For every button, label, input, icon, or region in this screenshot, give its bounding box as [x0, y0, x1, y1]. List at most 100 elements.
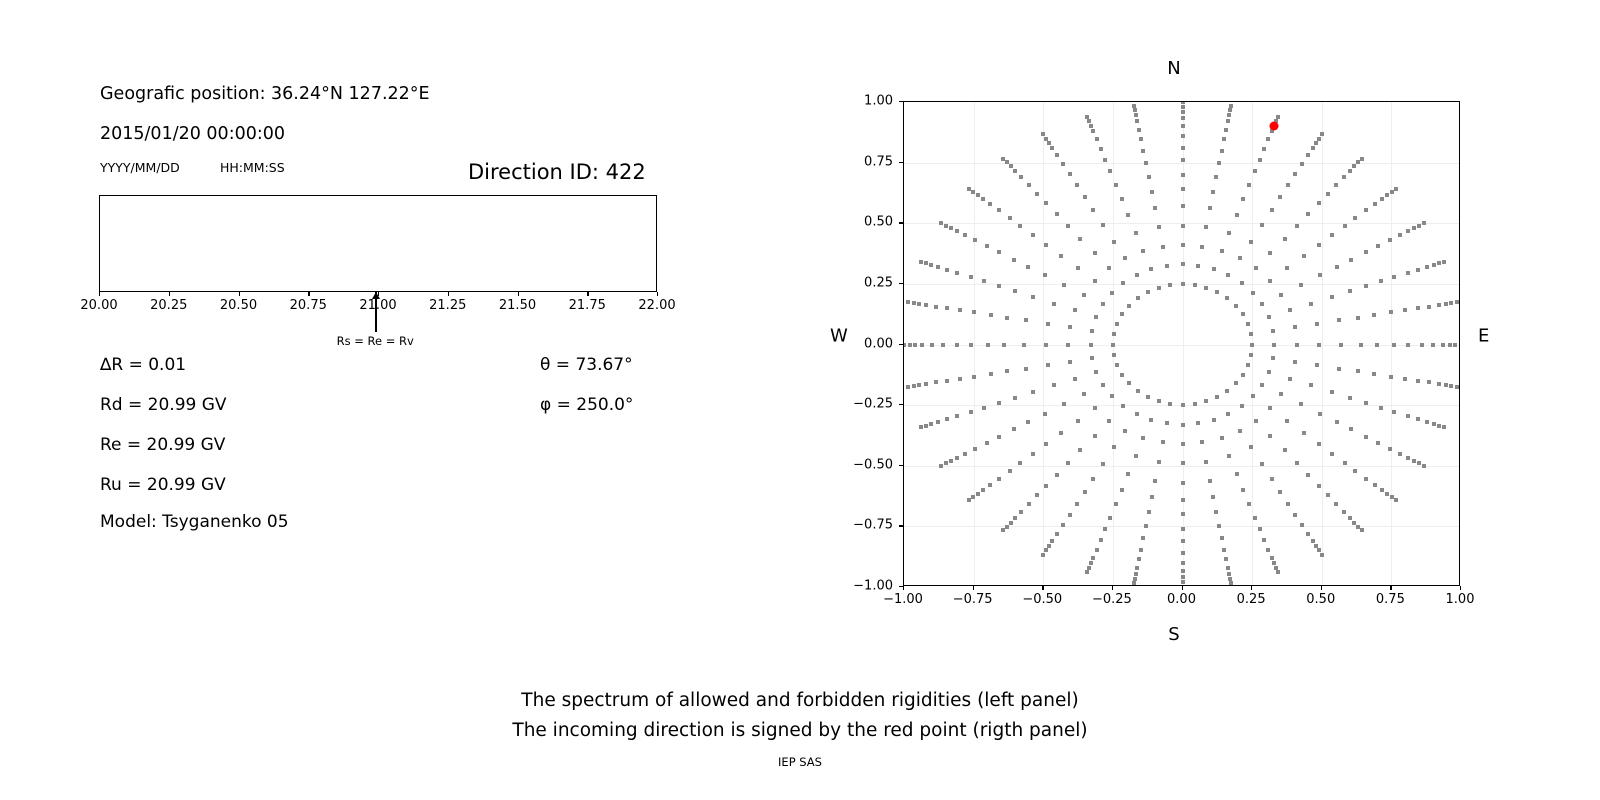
- direction-plot-x-tick-label: −0.25: [1091, 592, 1132, 607]
- direction-sample-dot: [1089, 328, 1094, 333]
- direction-sample-dot: [1431, 262, 1436, 267]
- direction-plot-y-tick: [899, 343, 903, 345]
- direction-sample-dot: [1094, 369, 1099, 374]
- direction-sample-dot: [1058, 431, 1063, 436]
- direction-sample-dot: [1180, 204, 1185, 209]
- direction-sample-dot: [1358, 342, 1363, 347]
- direction-plot-x-axis: −1.00 −0.75 −0.50 −0.25 0.00 0.25 0.50 0.75 1.00: [883, 586, 1474, 626]
- direction-sample-dot: [1355, 524, 1360, 529]
- incoming-direction-marker: [1269, 121, 1279, 131]
- direction-sample-dot: [1019, 509, 1024, 514]
- direction-sample-dot: [1436, 261, 1441, 266]
- datetime-label: 2015/01/20 00:00:00: [100, 124, 286, 144]
- direction-sample-dot: [935, 420, 940, 425]
- direction-sample-dot: [1031, 233, 1036, 238]
- spectrum-x-tick: [378, 292, 380, 296]
- direction-plot-x-tick-label: −0.75: [952, 592, 993, 607]
- direction-sample-dot: [1224, 127, 1229, 132]
- direction-sample-dot: [1416, 306, 1421, 311]
- direction-sample-dot: [1372, 313, 1377, 318]
- direction-sample-dot: [975, 192, 980, 197]
- direction-sample-dot: [1393, 498, 1398, 503]
- direction-sample-dot: [1375, 342, 1380, 347]
- direction-plot-y-tick-label: 1.00: [864, 93, 893, 109]
- direction-sample-dot: [1406, 229, 1410, 234]
- direction-sample-dot: [1134, 571, 1139, 576]
- direction-sample-dot: [1156, 225, 1161, 230]
- direction-sample-dot: [1146, 509, 1151, 514]
- direction-sample-dot: [967, 186, 972, 191]
- direction-sample-dot: [1035, 192, 1040, 197]
- direction-sample-dot: [1180, 262, 1185, 267]
- direction-sample-dot: [1180, 187, 1185, 192]
- direction-sample-dot: [1126, 212, 1131, 217]
- direction-sample-dot: [1133, 454, 1138, 459]
- direction-sample-dot: [1149, 267, 1154, 272]
- direction-sample-dot: [1112, 239, 1117, 244]
- direction-sample-dot: [1073, 308, 1078, 313]
- direction-sample-dot: [1026, 502, 1031, 507]
- direction-sample-dot: [1363, 434, 1368, 439]
- direction-sample-dot: [1268, 251, 1273, 256]
- direction-sample-dot: [1436, 303, 1441, 308]
- direction-sample-dot: [1180, 403, 1185, 408]
- compass-north-label: N: [1167, 58, 1181, 79]
- direction-sample-dot: [1108, 515, 1113, 520]
- direction-sample-dot: [963, 451, 968, 456]
- direction-sample-dot: [1113, 502, 1118, 506]
- direction-sample-dot: [1275, 114, 1280, 119]
- direction-sample-dot: [1031, 389, 1036, 394]
- direction-sample-dot: [1356, 369, 1361, 374]
- compass-west-label: W: [830, 325, 848, 347]
- direction-sample-dot: [1135, 296, 1140, 301]
- spectrum-x-tick: [517, 292, 519, 296]
- direction-sample-dot: [1379, 196, 1384, 201]
- direction-sample-dot: [1133, 108, 1138, 113]
- direction-sample-dot: [1442, 259, 1447, 264]
- direction-sample-dot: [1211, 189, 1216, 194]
- direction-sample-dot: [1138, 547, 1143, 552]
- direction-sample-dot: [1149, 417, 1154, 422]
- direction-sample-dot: [940, 342, 945, 347]
- rs-re-rv-label: Rs = Re = Rv: [336, 334, 414, 348]
- spectrum-x-tick: [238, 292, 240, 296]
- direction-sample-dot: [1152, 206, 1157, 211]
- spectrum-frame: [99, 195, 657, 292]
- direction-sample-dot: [933, 380, 938, 385]
- direction-sample-dot: [1141, 535, 1146, 540]
- geographic-position-label: Geografic position: 36.24°N 127.22°E: [100, 84, 430, 104]
- direction-sample-dot: [1397, 233, 1402, 238]
- direction-sample-dot: [975, 492, 980, 497]
- direction-sample-dot: [1385, 192, 1390, 197]
- direction-sample-dot: [1248, 239, 1253, 244]
- direction-sample-dot: [1164, 263, 1169, 268]
- direction-sample-dot: [1275, 570, 1280, 575]
- direction-sample-dot: [1011, 257, 1016, 262]
- direction-sample-dot: [1060, 161, 1065, 166]
- direction-plot-x-tick: [1460, 586, 1462, 590]
- direction-sample-dot: [1329, 295, 1334, 300]
- direction-sample-dot: [929, 422, 934, 427]
- direction-sample-dot: [1075, 266, 1080, 271]
- direction-sample-dot: [1405, 413, 1410, 418]
- direction-sample-dot: [1180, 497, 1185, 502]
- parameter-row-left: Ru = 20.99 GV: [100, 475, 226, 495]
- direction-map-panel: N S W E −1.00 −0.75 −0.50 −0.25 0.00 0.25 0.50…: [830, 58, 1489, 645]
- direction-sample-dot: [971, 495, 976, 500]
- direction-plot-x-tick-label: −1.00: [883, 592, 923, 607]
- direction-sample-dot: [1180, 526, 1185, 531]
- direction-sample-dot: [1421, 221, 1426, 226]
- direction-sample-dot: [1067, 512, 1072, 517]
- direction-sample-dot: [924, 381, 929, 386]
- direction-sample-dot: [1168, 402, 1173, 407]
- direction-sample-dot: [1085, 570, 1090, 575]
- direction-sample-dot: [1329, 233, 1334, 238]
- direction-sample-dot: [1013, 289, 1017, 294]
- direction-sample-dot: [1347, 395, 1352, 400]
- direction-sample-dot: [904, 342, 906, 347]
- direction-sample-dot: [1431, 422, 1436, 427]
- direction-sample-dot: [1272, 342, 1277, 347]
- direction-sample-dot: [985, 342, 990, 347]
- direction-sample-dot: [1282, 448, 1287, 453]
- direction-sample-dot: [1026, 420, 1031, 425]
